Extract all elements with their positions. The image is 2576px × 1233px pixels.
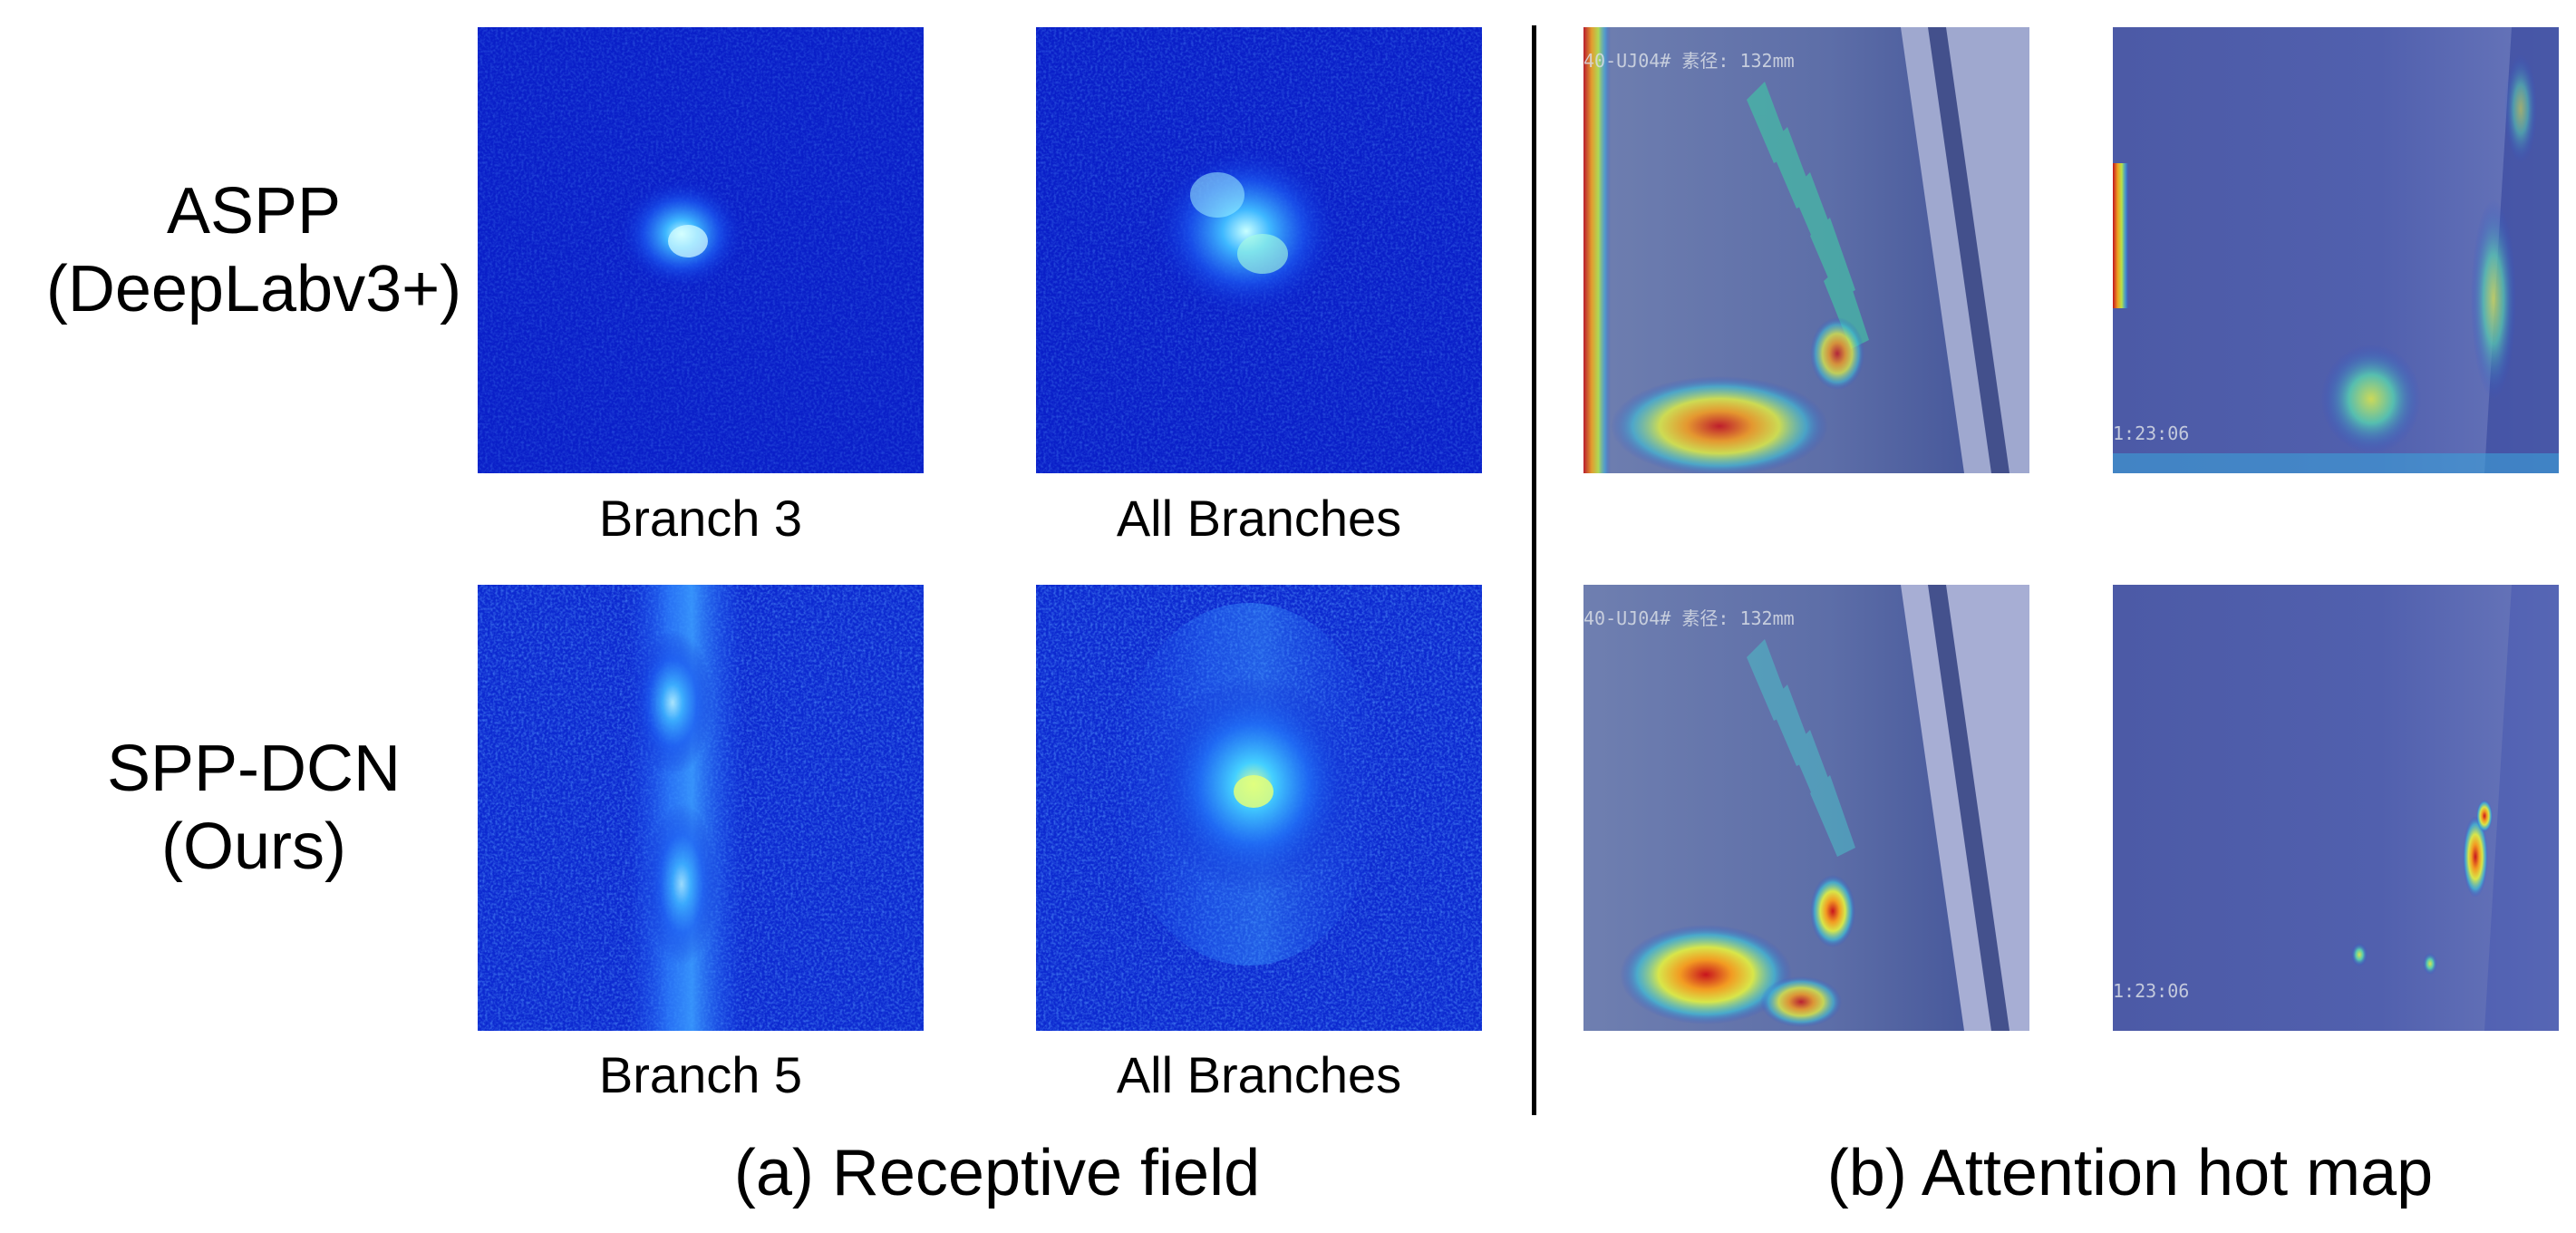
row-label-aspp-name: ASPP bbox=[166, 175, 342, 248]
caption-branch5: Branch 5 bbox=[598, 1046, 803, 1103]
overlay-header-text: 40-UJ04# 素径: 132mm bbox=[1583, 50, 1795, 72]
row-label-aspp: ASPP (DeepLabv3+) bbox=[0, 172, 508, 328]
overlay-header-text: 40-UJ04# 素径: 132mm bbox=[1583, 607, 1795, 629]
attention-map-aspp-2: 1:23:06 bbox=[2113, 27, 2559, 473]
overlay-time-text: 1:23:06 bbox=[2113, 422, 2189, 444]
receptive-field-aspp-all bbox=[1036, 27, 1482, 473]
attention-map-aspp-1: 40-UJ04# 素径: 132mm bbox=[1583, 27, 2029, 473]
attention-map-sppdcn-1: 40-UJ04# 素径: 132mm bbox=[1583, 585, 2029, 1031]
section-title-receptive-field: (a) Receptive field bbox=[733, 1137, 1261, 1209]
receptive-field-aspp-branch3 bbox=[478, 27, 924, 473]
section-divider bbox=[1532, 25, 1536, 1115]
receptive-field-sppdcn-branch5 bbox=[478, 585, 924, 1031]
row-label-aspp-sub: (DeepLabv3+) bbox=[45, 253, 462, 325]
receptive-field-sppdcn-all bbox=[1036, 585, 1482, 1031]
caption-branch3: Branch 3 bbox=[598, 490, 803, 547]
row-label-sppdcn-sub: (Ours) bbox=[161, 811, 346, 883]
caption-all-branches-bottom: All Branches bbox=[1116, 1046, 1402, 1103]
row-label-sppdcn-name: SPP-DCN bbox=[106, 733, 402, 805]
section-title-attention-hot-map: (b) Attention hot map bbox=[1826, 1137, 2434, 1209]
row-label-sppdcn: SPP-DCN (Ours) bbox=[0, 730, 508, 886]
caption-all-branches-top: All Branches bbox=[1116, 490, 1402, 547]
attention-map-sppdcn-2: 1:23:06 bbox=[2113, 585, 2559, 1031]
overlay-time-text: 1:23:06 bbox=[2113, 980, 2189, 1002]
